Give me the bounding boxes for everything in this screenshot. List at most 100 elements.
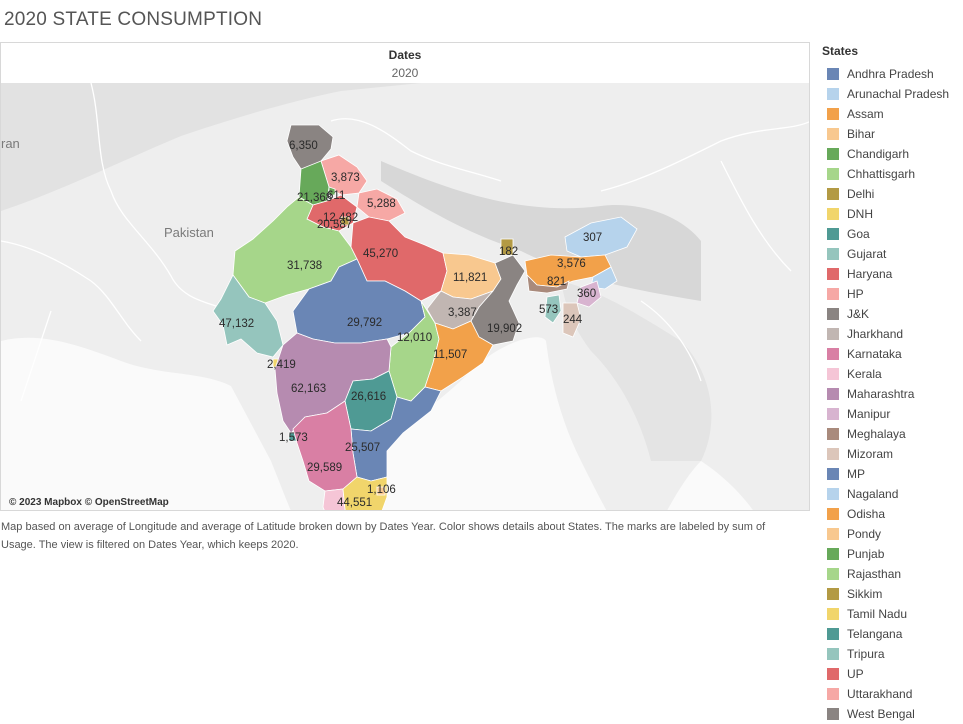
legend-label: Assam — [847, 107, 884, 121]
legend-item[interactable]: Delhi — [822, 184, 962, 204]
legend-label: MP — [847, 467, 865, 481]
legend-swatch — [827, 368, 839, 380]
legend-item[interactable]: Manipur — [822, 404, 962, 424]
usage-label-rajasthan: 31,738 — [287, 260, 322, 272]
legend-swatch — [827, 408, 839, 420]
legend-label: Tripura — [847, 647, 885, 661]
usage-label-haryana: 12,482 — [323, 212, 358, 224]
legend-item[interactable]: Punjab — [822, 544, 962, 564]
legend-label: Punjab — [847, 547, 885, 561]
legend-item[interactable]: Sikkim — [822, 584, 962, 604]
legend-item[interactable]: DNH — [822, 204, 962, 224]
legend-label: Rajasthan — [847, 567, 902, 581]
legend-swatch — [827, 448, 839, 460]
legend-item[interactable]: Uttarakhand — [822, 684, 962, 704]
legend-item[interactable]: Maharashtra — [822, 384, 962, 404]
state-gujarat[interactable] — [212, 274, 284, 358]
legend-item[interactable]: Assam — [822, 104, 962, 124]
usage-label-odisha: 11,507 — [433, 349, 467, 361]
legend-item[interactable]: West Bengal — [822, 704, 962, 724]
legend-item[interactable]: Jharkhand — [822, 324, 962, 344]
legend-swatch — [827, 248, 839, 260]
legend-swatch — [827, 688, 839, 700]
state-uttarakhand[interactable] — [356, 188, 406, 222]
map-view[interactable]: Dates 2020 ran Pakistan — [0, 42, 810, 511]
legend-swatch — [827, 208, 839, 220]
legend-swatch — [827, 128, 839, 140]
state-manipur[interactable] — [576, 280, 602, 308]
legend-swatch — [827, 648, 839, 660]
legend-item[interactable]: Mizoram — [822, 444, 962, 464]
map-canvas[interactable]: ran Pakistan — [1, 83, 810, 511]
map-attribution[interactable]: © 2023 Mapbox © OpenStreetMap — [9, 497, 169, 508]
state-chandigarh[interactable] — [328, 186, 336, 196]
legend-swatch — [827, 388, 839, 400]
state-pondy[interactable] — [376, 486, 386, 496]
legend-swatch — [827, 468, 839, 480]
usage-label-arunachal: 307 — [583, 232, 602, 244]
legend-item[interactable]: Tamil Nadu — [822, 604, 962, 624]
legend-label: Meghalaya — [847, 427, 906, 441]
legend-swatch — [827, 148, 839, 160]
usage-label-tripura: 573 — [539, 304, 558, 316]
legend-item[interactable]: Telangana — [822, 624, 962, 644]
state-odisha[interactable] — [424, 320, 494, 392]
legend-item[interactable]: Nagaland — [822, 484, 962, 504]
arabian-sea — [1, 337, 291, 510]
legend-item[interactable]: Odisha — [822, 504, 962, 524]
state-delhi[interactable] — [340, 216, 350, 226]
dates-field-label: Dates — [388, 48, 422, 62]
legend-item[interactable]: Andhra Pradesh — [822, 64, 962, 84]
legend-item[interactable]: Bihar — [822, 124, 962, 144]
legend-swatch — [827, 168, 839, 180]
legend-label: Chandigarh — [847, 147, 910, 161]
legend-label: Jharkhand — [847, 327, 904, 341]
usage-label-up: 45,270 — [363, 248, 398, 260]
legend-swatch — [827, 108, 839, 120]
legend-item[interactable]: Goa — [822, 224, 962, 244]
legend-item[interactable]: Kerala — [822, 364, 962, 384]
legend-swatch — [827, 228, 839, 240]
legend-item[interactable]: Gujarat — [822, 244, 962, 264]
state-arunachal[interactable] — [564, 216, 638, 258]
legend-item[interactable]: Haryana — [822, 264, 962, 284]
legend-item[interactable]: Arunachal Pradesh — [822, 84, 962, 104]
legend-label: Kerala — [847, 367, 882, 381]
usage-label-meghalaya: 821 — [547, 276, 566, 288]
legend-label: Nagaland — [847, 487, 899, 501]
state-tripura[interactable] — [544, 294, 562, 324]
legend-label: Arunachal Pradesh — [847, 87, 950, 101]
state-tamil-nadu[interactable] — [342, 476, 388, 511]
legend-item[interactable]: Rajasthan — [822, 564, 962, 584]
legend-item[interactable]: MP — [822, 464, 962, 484]
legend-swatch — [827, 288, 839, 300]
legend-item[interactable]: Pondy — [822, 524, 962, 544]
state-meghalaya[interactable] — [526, 273, 570, 294]
usage-labels: 6,350 3,873 21,368 611 5,288 12,482 20,5… — [219, 140, 602, 509]
legend-items: Andhra Pradesh Arunachal Pradesh Assam Biha… — [822, 64, 962, 724]
legend-item[interactable]: HP — [822, 284, 962, 304]
legend-item[interactable]: Tripura — [822, 644, 962, 664]
legend-label: Gujarat — [847, 247, 887, 261]
usage-label-mizoram: 244 — [563, 314, 583, 326]
legend-item[interactable]: Karnataka — [822, 344, 962, 364]
legend-item[interactable]: Chhattisgarh — [822, 164, 962, 184]
legend-item[interactable]: UP — [822, 664, 962, 684]
legend-swatch — [827, 68, 839, 80]
bay-of-bengal — [344, 337, 607, 510]
usage-label-maharashtra: 62,163 — [291, 383, 326, 395]
legend-label: Bihar — [847, 127, 876, 141]
usage-label-jk: 6,350 — [289, 140, 318, 152]
tibet-plateau-shade — [381, 161, 701, 301]
legend-item[interactable]: J&K — [822, 304, 962, 324]
state-mizoram[interactable] — [562, 302, 582, 338]
legend-item[interactable]: Meghalaya — [822, 424, 962, 444]
legend-label: Haryana — [847, 267, 893, 281]
legend-swatch — [827, 588, 839, 600]
southeast-asia-shade — [561, 281, 712, 461]
legend-item[interactable]: Chandigarh — [822, 144, 962, 164]
usage-label-west-bengal: 19,902 — [487, 323, 522, 335]
legend-label: Andhra Pradesh — [847, 67, 934, 81]
legend-swatch — [827, 628, 839, 640]
legend-swatch — [827, 188, 839, 200]
